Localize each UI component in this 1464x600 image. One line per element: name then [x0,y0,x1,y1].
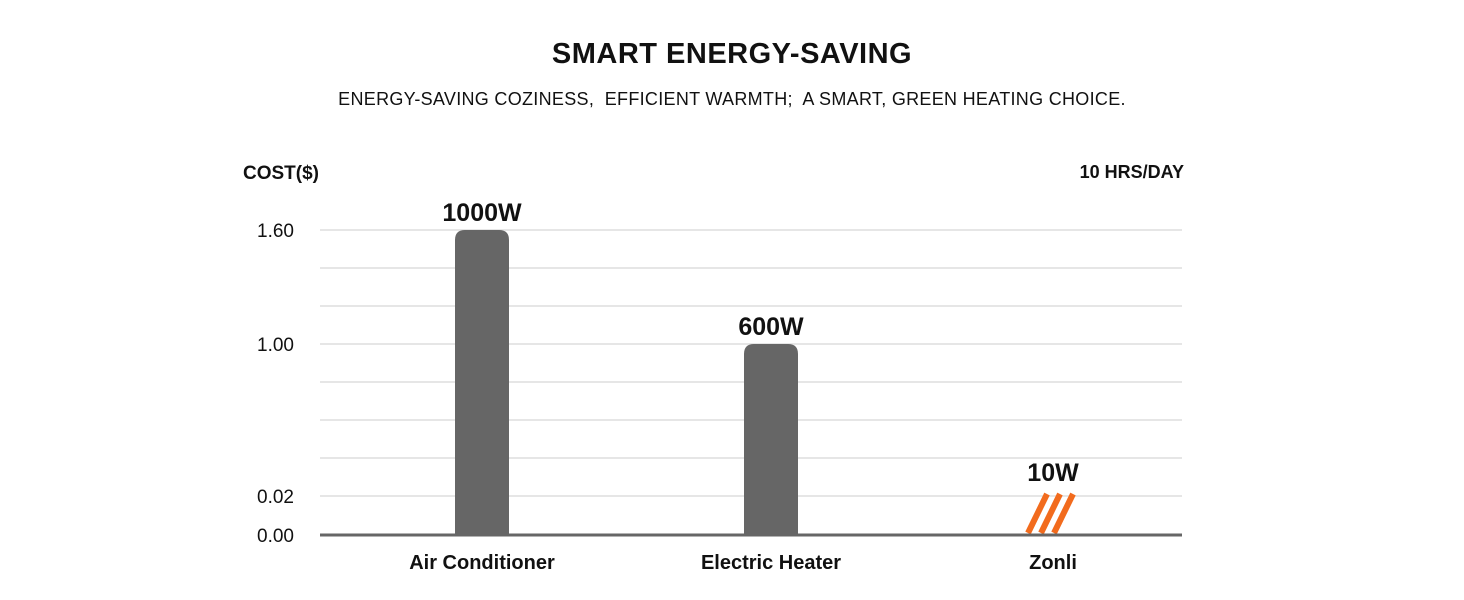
bar-zonli [1025,492,1076,535]
y-axis-label: COST($) [243,163,319,184]
data-label: 600W [738,313,804,341]
x-tick-label: Air Conditioner [409,552,555,574]
bar-electric-heater [744,344,798,535]
x-tick-label: Zonli [1029,552,1077,574]
y-tick-label: 0.00 [257,526,294,547]
data-label: 1000W [442,199,522,227]
y-tick-label: 0.02 [257,487,294,508]
time-note: 10 HRS/DAY [1080,162,1184,182]
y-tick-label: 1.60 [257,221,294,242]
labels: 1000W Air Conditioner 600W Electric Heater 1… [409,199,1079,574]
x-tick-label: Electric Heater [701,552,841,574]
y-tick-labels: 1.60 1.00 0.02 0.00 [257,221,294,547]
chart-subtitle: ENERGY-SAVING COZINESS, EFFICIENT WARMTH… [338,89,1126,109]
y-tick-label: 1.00 [257,335,294,356]
bar-air-conditioner [455,230,509,535]
data-label: 10W [1027,459,1079,487]
chart-title: SMART ENERGY-SAVING [551,38,913,70]
bars [455,230,1076,535]
